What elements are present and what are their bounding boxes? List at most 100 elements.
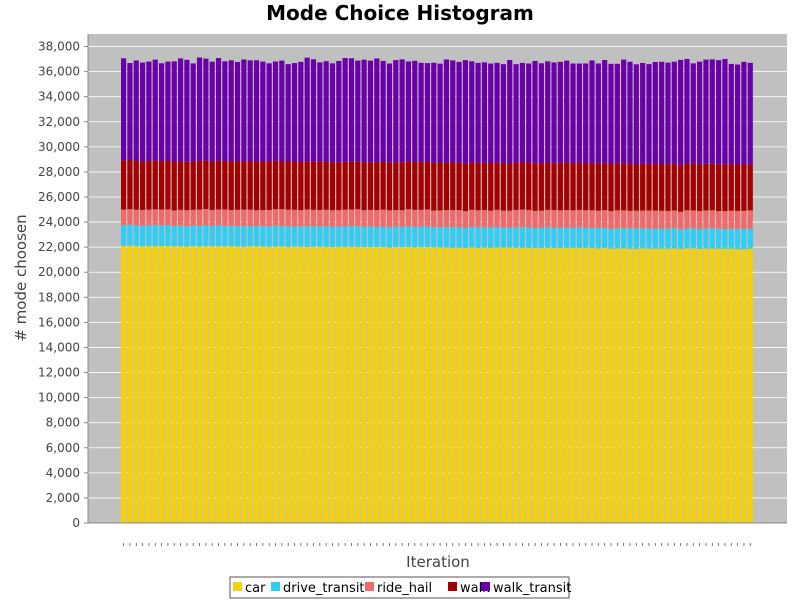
bar-segment-ride_hail (361, 210, 367, 227)
bar-segment-car (285, 247, 291, 524)
bar-segment-ride_hail (279, 209, 285, 226)
bar-segment-walk (545, 162, 551, 210)
bar-segment-car (747, 248, 753, 524)
bar-segment-ride_hail (241, 209, 247, 226)
bar-segment-walk (323, 161, 329, 210)
iteration-bar (158, 63, 165, 523)
iteration-bar (279, 60, 285, 523)
bar-segment-walk (576, 162, 582, 210)
bar-segment-ride_hail (747, 210, 753, 229)
bar-segment-walk_transit (557, 61, 563, 163)
bar-segment-ride_hail (678, 211, 684, 230)
bar-segment-walk (608, 163, 614, 212)
bar-segment-ride_hail (437, 210, 443, 228)
bar-segment-car (355, 247, 361, 523)
iteration-bar (348, 58, 355, 523)
bar-segment-car (735, 249, 741, 523)
bar-segment-walk_transit (317, 62, 323, 162)
bar-segment-walk_transit (424, 63, 431, 162)
bar-segment-drive_transit (513, 227, 519, 248)
bar-segment-drive_transit (260, 226, 266, 247)
bar-segment-ride_hail (152, 209, 158, 226)
bar-segment-car (279, 246, 285, 523)
bar-segment-walk_transit (671, 61, 677, 164)
bar-segment-walk (304, 161, 310, 210)
bar-segment-walk_transit (310, 59, 317, 162)
iteration-bar (526, 63, 532, 523)
bar-segment-walk_transit (735, 64, 741, 165)
iteration-bar (589, 60, 595, 523)
bar-segment-ride_hail (507, 210, 513, 228)
bar-segment-car (393, 247, 399, 523)
y-tick-label: 8,000 (46, 416, 80, 430)
bar-segment-walk_transit (279, 60, 285, 162)
bar-segment-drive_transit (329, 226, 336, 248)
bar-segment-walk_transit (690, 63, 696, 164)
bar-segment-walk (665, 164, 671, 211)
bar-segment-ride_hail (500, 210, 506, 228)
iteration-bar (171, 61, 177, 523)
bar-segment-walk (469, 162, 475, 210)
bar-segment-walk (703, 163, 709, 211)
bar-segment-walk_transit (500, 64, 506, 164)
bar-segment-walk_transit (633, 64, 639, 164)
iteration-bar (184, 59, 190, 523)
bar-segment-walk_transit (228, 60, 234, 162)
bar-segment-walk (196, 160, 203, 210)
iteration-bar (538, 63, 544, 523)
bar-segment-drive_transit (247, 226, 253, 247)
bar-segment-ride_hail (247, 209, 253, 227)
bar-segment-walk_transit (171, 61, 177, 162)
iteration-bar (456, 61, 462, 524)
bar-segment-car (526, 247, 532, 523)
bar-segment-walk_transit (361, 59, 367, 163)
bar-segment-drive_transit (177, 225, 184, 247)
bar-segment-drive_transit (215, 225, 222, 247)
bar-segment-drive_transit (342, 226, 348, 247)
bar-segment-walk_transit (336, 60, 342, 163)
bar-segment-ride_hail (336, 210, 342, 227)
bar-segment-walk (266, 161, 272, 210)
bar-segment-ride_hail (475, 210, 481, 228)
bar-segment-car (684, 248, 690, 523)
iteration-bar (703, 59, 709, 524)
iteration-bar (716, 60, 722, 524)
bar-segment-walk (190, 161, 196, 210)
bar-segment-drive_transit (697, 229, 703, 249)
bar-segment-walk_transit (570, 63, 576, 164)
bar-segment-ride_hail (633, 210, 639, 229)
bar-segment-walk_transit (355, 60, 361, 162)
bar-segment-drive_transit (285, 226, 291, 248)
bar-segment-ride_hail (709, 210, 715, 229)
y-tick-label: 22,000 (38, 240, 80, 254)
bar-segment-car (133, 246, 139, 523)
iteration-bar (640, 62, 646, 523)
bar-segment-ride_hail (583, 210, 589, 228)
bar-segment-walk_transit (190, 63, 196, 162)
bar-segment-car (266, 246, 272, 523)
bar-segment-walk_transit (139, 62, 146, 162)
bar-segment-walk (355, 161, 361, 210)
bar-segment-walk (507, 163, 513, 211)
bar-segment-walk (158, 161, 165, 210)
y-tick-label: 2,000 (46, 491, 80, 505)
bar-segment-walk_transit (177, 58, 184, 162)
bar-segment-walk (228, 161, 234, 211)
bar-segment-walk (367, 162, 374, 210)
bar-segment-car (621, 248, 627, 524)
iteration-bar (386, 63, 393, 523)
bar-segment-drive_transit (386, 227, 393, 248)
bar-segment-drive_transit (443, 226, 450, 248)
bar-segment-walk (475, 162, 481, 211)
bar-segment-walk_transit (196, 57, 203, 161)
bar-segment-drive_transit (494, 226, 500, 248)
iteration-bar (500, 64, 506, 523)
iteration-bar (367, 60, 374, 523)
bar-segment-drive_transit (646, 228, 652, 249)
bar-segment-car (127, 245, 133, 523)
bar-segment-ride_hail (450, 209, 456, 228)
legend-swatch-drive_transit (271, 582, 280, 591)
bar-segment-car (222, 246, 228, 523)
bar-segment-walk_transit (380, 60, 386, 162)
iteration-bar (621, 59, 627, 524)
